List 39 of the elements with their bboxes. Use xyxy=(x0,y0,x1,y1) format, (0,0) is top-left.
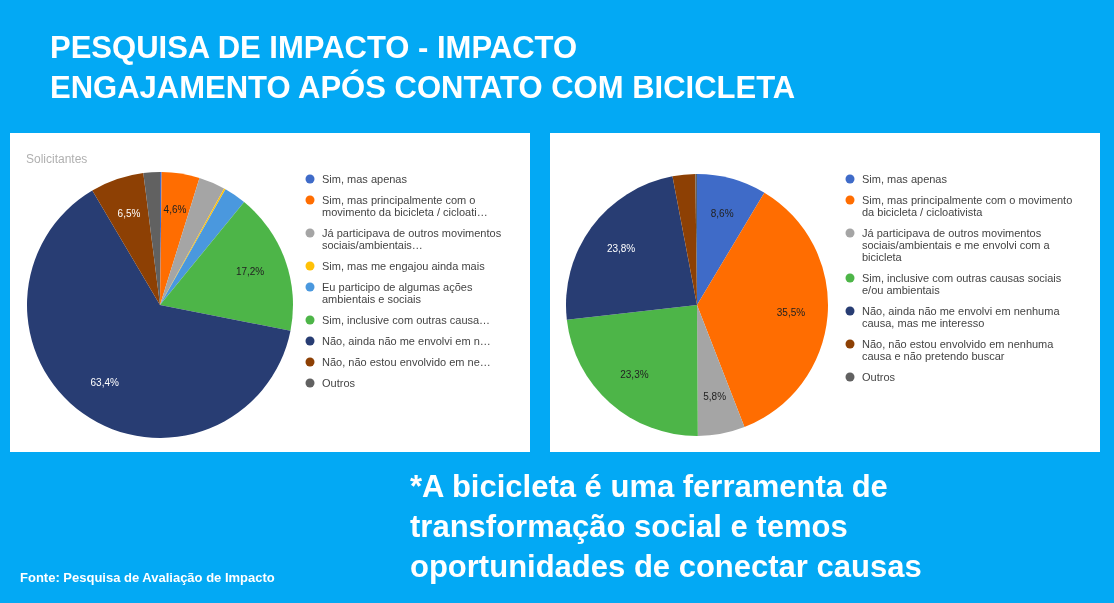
legend-label: Outros xyxy=(862,371,896,383)
legend-label: Sim, mas principalmente com o movimento da bicicleta / cicloativista xyxy=(862,194,1073,218)
data-label: 8,6% xyxy=(710,207,734,219)
legend-label: Sim, mas me engajou ainda mais xyxy=(322,260,486,272)
text: PESQUISA DE IMPACTO - IMPACTO ENGAJAMENTO APÓS CONTATO COM BICICLETA xyxy=(50,30,796,105)
data-label: 63,4% xyxy=(90,376,119,388)
pie-slice xyxy=(566,305,698,436)
legend-label: Não, ainda não me envolvi em nenhuma causa, mas me interesso xyxy=(862,305,1061,329)
text: *A bicicleta é uma ferramenta de transformação social e temos oportunidades de conectar causas xyxy=(410,469,922,584)
pie-slice xyxy=(697,192,828,428)
pie-slice xyxy=(697,305,745,436)
legend-label: Não, não estou envolvido em ne… xyxy=(322,356,491,368)
text: Solicitantes xyxy=(26,152,88,166)
pie-slice xyxy=(160,201,293,331)
pie-slice xyxy=(672,174,697,305)
data-label: 5,8% xyxy=(703,391,727,403)
legend-label: Sim, mas apenas xyxy=(862,173,948,185)
legend-label: Sim, mas principalmente com o movimento da bicicleta / cicloati… xyxy=(322,194,488,218)
data-label: 6,5% xyxy=(117,208,141,220)
legend-label: Sim, inclusive com outras causa… xyxy=(322,314,491,326)
pie-slice xyxy=(160,172,200,305)
legend-label: Não, não estou envolvido em nenhuma causa e não pretendo buscar xyxy=(862,338,1055,362)
source-note: Fonte: Pesquisa de Avaliação de Impacto xyxy=(20,570,275,585)
pie-slice xyxy=(697,174,765,305)
legend-label: Já participava de outros movimentos sociais/ambientais e me envolvi com a bicicleta xyxy=(862,227,1051,263)
pie-slice xyxy=(566,176,697,320)
data-label: 4,6% xyxy=(163,204,187,216)
pie-slice xyxy=(27,190,291,438)
data-label: 35,5% xyxy=(776,306,806,318)
legend-label: Outros xyxy=(322,377,356,389)
legend-label: Sim, inclusive com outras causas sociais e/ou ambientais xyxy=(862,272,1062,296)
legend-label: Já participava de outros movimentos sociais/ambientais… xyxy=(322,227,502,251)
data-label: 17,2% xyxy=(235,266,265,278)
data-label: 23,3% xyxy=(620,369,649,381)
legend-label: Sim, mas apenas xyxy=(322,173,408,185)
pie-slice xyxy=(92,173,160,305)
legend-label: Eu participo de algumas ações ambientais e sociais xyxy=(322,281,473,305)
data-label: 23,8% xyxy=(606,242,636,254)
legend-label: Não, ainda não me envolvi em n… xyxy=(322,335,491,347)
